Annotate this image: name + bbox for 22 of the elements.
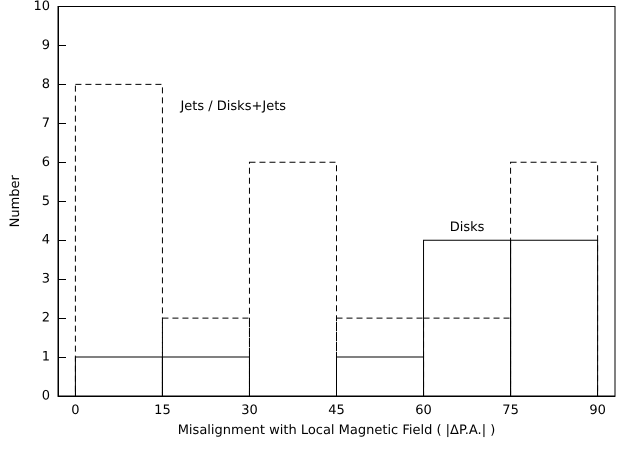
x-tick-label: 0 — [71, 403, 80, 418]
x-tick-label: 90 — [589, 403, 606, 418]
y-tick-label: 7 — [42, 116, 50, 131]
x-tick-label: 75 — [502, 403, 519, 418]
x-axis-title: Misalignment with Local Magnetic Field ( |ΔP.A.| ) — [178, 423, 496, 438]
y-tick-label: 6 — [42, 154, 50, 170]
y-tick-label: 1 — [42, 350, 50, 365]
y-axis-title: Number — [8, 174, 23, 228]
y-tick-label: 9 — [42, 38, 50, 53]
y-tick-label: 0 — [42, 388, 50, 404]
x-tick-label: 45 — [328, 403, 345, 418]
x-tick-label: 30 — [241, 403, 258, 418]
series-label: Jets / Disks+Jets — [179, 98, 286, 114]
y-tick-label: 5 — [42, 194, 50, 209]
y-tick-label: 10 — [33, 0, 50, 14]
x-tick-label: 60 — [415, 403, 432, 418]
y-tick-label: 3 — [42, 272, 50, 287]
y-tick-label: 2 — [42, 310, 50, 326]
y-tick-label: 4 — [42, 232, 50, 248]
series-label: Disks — [450, 220, 485, 236]
x-tick-label: 15 — [154, 403, 171, 418]
y-tick-label: 8 — [42, 76, 50, 92]
